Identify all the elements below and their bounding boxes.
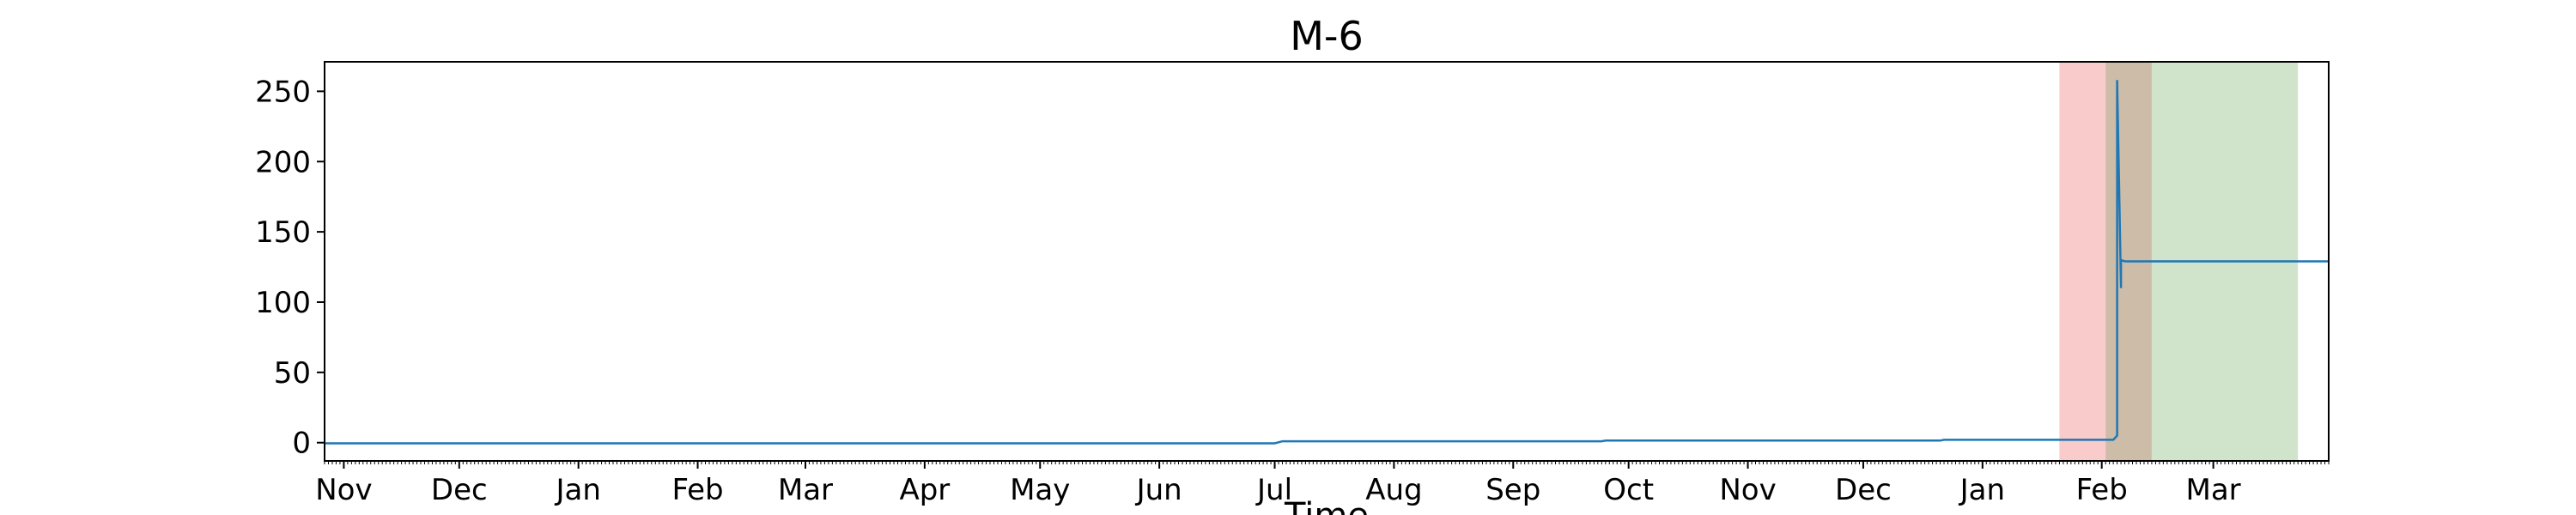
shaded-region-0 [2059,62,2106,461]
x-tick-label-8: Jul [1255,473,1292,507]
x-tick-label-10: Sep [1485,473,1540,507]
y-axis: 0 50 100 150 200 250 [255,75,325,461]
x-tick-label-2: Jan [554,473,600,507]
x-tick-label-9: Aug [1365,473,1422,507]
x-tick-label-5: Apr [899,473,950,507]
y-tick-label-2: 100 [255,286,311,320]
x-minor-ticks [324,461,2330,464]
x-tick-label-11: Oct [1603,473,1654,507]
x-tick-label-16: Mar [2186,473,2241,507]
x-tick-label-15: Feb [2076,473,2128,507]
series-line-0 [325,80,2329,445]
x-tick-label-1: Dec [431,473,488,507]
x-tick-label-6: May [1010,473,1070,507]
y-tick-label-4: 200 [255,145,311,179]
x-tick-label-0: Nov [315,473,372,507]
x-tick-label-7: Jun [1135,473,1182,507]
y-tick-label-0: 0 [292,427,311,461]
y-tick-label-5: 250 [255,75,311,109]
plot-area [324,61,2330,462]
y-tick-label-3: 150 [255,215,311,250]
chart-title: M-6 [1290,13,1364,59]
x-tick-label-13: Dec [1835,473,1892,507]
x-axis-label: Time [1284,496,1369,515]
x-tick-label-14: Jan [1959,473,2005,507]
x-tick-label-4: Mar [778,473,833,507]
x-axis: Nov Dec Jan Feb Mar Apr May Jun Jul Aug Sep Oct Nov D… [315,461,2330,507]
x-tick-label-3: Feb [671,473,723,507]
series-lines [325,80,2329,445]
y-tick-label-1: 50 [274,356,311,391]
x-tick-label-12: Nov [1719,473,1776,507]
